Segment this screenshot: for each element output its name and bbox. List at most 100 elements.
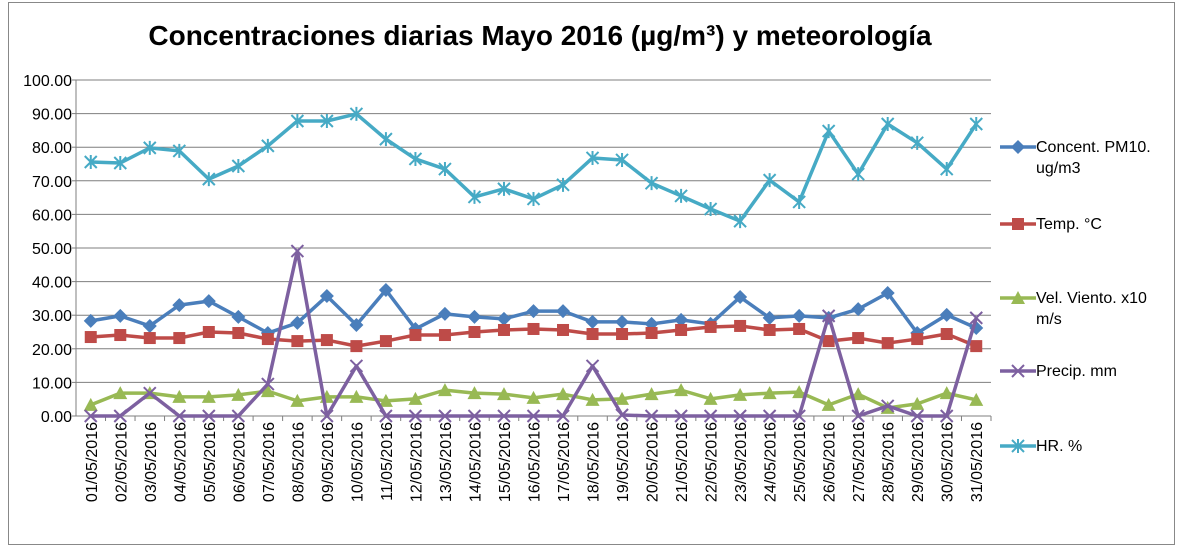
data-point <box>143 140 157 155</box>
x-tick-label: 13/05/2016 <box>438 422 455 502</box>
data-point <box>113 308 128 323</box>
x-tick-label: 05/05/2016 <box>202 422 219 502</box>
data-point <box>526 409 541 423</box>
data-point <box>467 409 482 423</box>
x-tick-label: 06/05/2016 <box>231 422 248 502</box>
data-point <box>674 409 688 423</box>
data-point <box>349 317 364 332</box>
data-point <box>408 409 423 423</box>
data-point <box>114 329 127 342</box>
data-point <box>83 397 98 411</box>
data-point <box>851 387 866 401</box>
data-point <box>792 385 807 399</box>
data-point <box>172 298 187 313</box>
data-point <box>674 383 689 397</box>
data-point <box>143 386 157 400</box>
data-point <box>881 337 894 350</box>
data-point <box>172 389 187 403</box>
data-point <box>143 332 156 345</box>
x-tick-label: 28/05/2016 <box>881 422 898 502</box>
x-tick-label: 21/05/2016 <box>674 422 691 502</box>
data-point <box>378 393 393 407</box>
data-point <box>880 286 895 301</box>
data-point <box>438 162 452 177</box>
data-point <box>762 310 777 325</box>
data-point <box>231 387 246 401</box>
x-tick-label: 20/05/2016 <box>645 422 662 502</box>
data-point <box>910 135 924 150</box>
x-tick-label: 02/05/2016 <box>113 422 130 502</box>
data-point <box>527 322 540 335</box>
y-tick-label: 80.00 <box>32 140 72 157</box>
data-point <box>556 177 570 192</box>
data-point <box>585 150 600 165</box>
data-point <box>970 340 983 353</box>
data-point <box>291 335 304 348</box>
y-tick-label: 70.00 <box>32 174 72 191</box>
data-point <box>467 189 482 204</box>
x-tick-label: 07/05/2016 <box>261 422 278 502</box>
y-tick-label: 90.00 <box>32 107 72 124</box>
data-point <box>733 387 748 401</box>
data-point <box>880 117 895 132</box>
data-point <box>320 409 334 423</box>
x-tick-label: 12/05/2016 <box>408 422 425 502</box>
y-tick-label: 30.00 <box>32 308 72 325</box>
data-point <box>792 308 807 323</box>
x-tick-label: 24/05/2016 <box>763 422 780 502</box>
y-tick-label: 40.00 <box>32 275 72 292</box>
data-point <box>585 314 600 329</box>
data-point <box>319 289 334 304</box>
data-point <box>320 113 334 128</box>
y-tick-label: 60.00 <box>32 207 72 224</box>
data-point <box>762 386 777 400</box>
data-point <box>733 409 747 423</box>
data-point <box>378 283 393 297</box>
legend-marker <box>1011 291 1025 304</box>
x-tick-label: 11/05/2016 <box>379 422 396 501</box>
data-point <box>172 409 187 423</box>
x-tick-label: 25/05/2016 <box>792 422 809 502</box>
data-point <box>969 117 983 132</box>
data-point <box>734 319 747 332</box>
data-point <box>939 386 954 400</box>
x-tick-label: 04/05/2016 <box>172 422 189 502</box>
data-point <box>616 328 629 341</box>
data-point <box>84 331 97 344</box>
data-point <box>320 334 333 347</box>
chart-frame <box>8 2 1175 545</box>
data-point <box>497 323 510 336</box>
data-point <box>586 328 599 341</box>
data-point <box>409 329 422 342</box>
data-point <box>497 409 511 423</box>
data-point <box>496 387 511 401</box>
data-point <box>969 392 984 406</box>
data-point <box>172 143 187 158</box>
legend-label: HR. % <box>1036 438 1083 455</box>
data-point <box>201 389 216 403</box>
data-point <box>202 326 215 338</box>
data-point <box>792 194 806 209</box>
data-point <box>704 320 717 333</box>
data-point <box>467 386 482 400</box>
data-point <box>201 294 216 309</box>
data-point <box>290 315 305 330</box>
y-tick-label: 100.00 <box>23 73 72 90</box>
x-tick-label: 01/05/2016 <box>84 422 101 502</box>
data-point <box>645 327 658 340</box>
x-tick-label: 26/05/2016 <box>822 422 839 502</box>
x-tick-label: 27/05/2016 <box>851 422 868 502</box>
legend-label: Vel. Viento. x10 m/s <box>1036 290 1147 328</box>
data-point <box>557 323 570 336</box>
data-point <box>261 333 274 346</box>
data-point <box>290 244 305 258</box>
data-point <box>615 408 629 422</box>
data-point <box>615 314 630 329</box>
data-point <box>526 390 541 404</box>
data-point <box>703 409 718 423</box>
data-point <box>792 409 806 423</box>
data-point <box>379 409 393 423</box>
data-point <box>379 335 392 348</box>
